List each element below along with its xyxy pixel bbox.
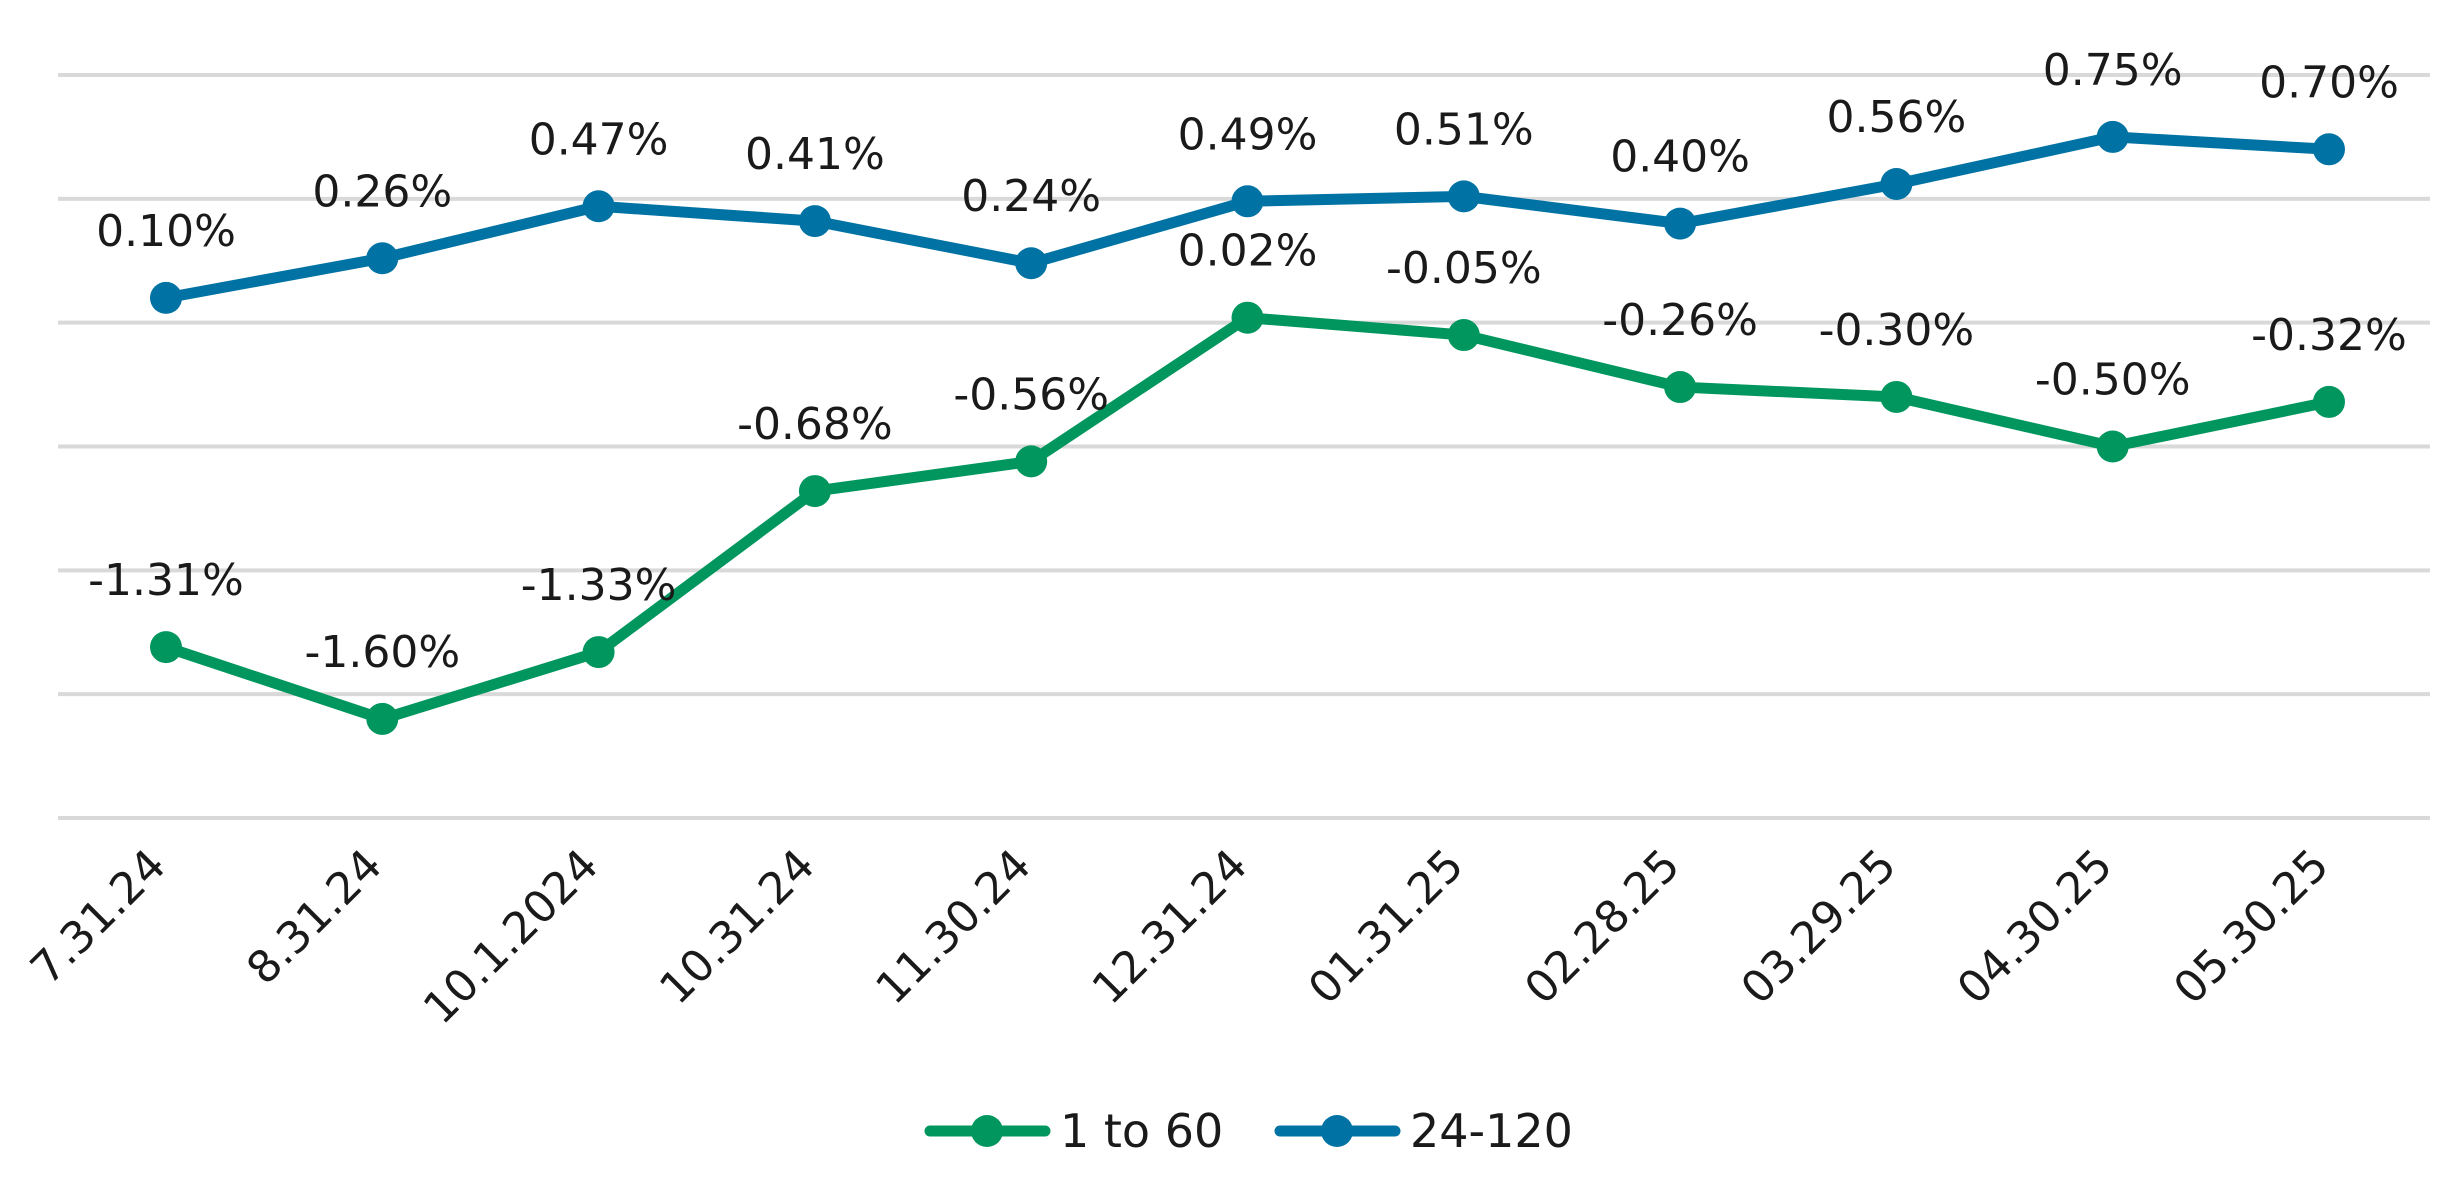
data-label: -1.60% [304,627,460,678]
data-label: 0.47% [529,114,669,165]
data-label: -0.32% [2251,310,2407,361]
data-label: -0.30% [1819,305,1975,356]
legend: 1 to 60 24-120 [924,1104,1573,1158]
data-labels: -1.31% -1.60% -1.33% -0.68% -0.56% 0.02% -0.05… [88,45,2407,678]
data-point [366,242,399,275]
data-point [1880,380,1913,413]
data-label: 0.02% [1178,226,1318,277]
x-tick-label: 8.31.24 [237,840,392,995]
data-label: -1.31% [88,555,244,606]
data-point [2313,133,2345,166]
data-point [582,636,615,669]
data-point [150,281,182,314]
legend-item: 24-120 [1274,1104,1573,1158]
data-point [798,205,831,238]
data-label: 0.51% [1394,104,1534,155]
data-label: 0.10% [96,206,236,257]
data-point [366,702,399,735]
data-point [1231,185,1264,218]
legend-marker [971,1115,1003,1147]
x-tick-label: 10.31.24 [650,840,825,1015]
data-point [1664,371,1697,404]
x-tick-label: 12.31.24 [1083,840,1258,1015]
x-tick-label: 10.1.2024 [414,840,608,1034]
data-point [2096,430,2129,463]
data-point [150,631,182,664]
data-point [798,475,831,508]
legend-label: 1 to 60 [1060,1104,1223,1158]
legend-item: 1 to 60 [924,1104,1223,1158]
data-label: -0.68% [737,399,893,450]
data-label: 0.56% [1827,92,1967,143]
data-label: 0.24% [961,171,1101,222]
x-tick-label: 04.30.25 [1948,840,2123,1015]
data-point [1447,319,1480,352]
data-label: -0.56% [953,369,1109,420]
data-label: -0.50% [2035,355,2191,406]
x-axis-tick-labels: 7.31.24 8.31.24 10.1.2024 10.31.24 11.30.24 1… [21,840,2339,1034]
x-tick-label: 7.31.24 [21,840,176,995]
x-tick-label: 01.31.25 [1299,840,1474,1015]
x-tick-label: 03.29.25 [1732,840,1907,1015]
data-label: -1.33% [521,560,677,611]
series-line [160,312,2335,725]
x-tick-label: 02.28.25 [1515,840,1690,1015]
data-label: 0.40% [1610,132,1750,183]
data-label: 0.70% [2259,57,2399,108]
data-point [1231,301,1264,334]
data-point [1015,445,1048,478]
data-point [582,190,615,223]
data-point [1880,167,1913,200]
data-label: -0.05% [1386,243,1542,294]
x-tick-label: 11.30.24 [866,840,1041,1015]
series-blue [150,120,2345,314]
legend-marker [1321,1115,1353,1147]
data-point [2313,385,2345,418]
data-label: 0.41% [745,129,885,180]
data-label: 0.26% [312,166,452,217]
data-point [1664,207,1697,240]
data-point [2096,120,2129,153]
data-label: 0.49% [1178,109,1318,160]
data-point [1015,247,1048,280]
data-label: -0.26% [1602,295,1758,346]
data-label: 0.75% [2043,45,2183,96]
legend-label: 24-120 [1410,1104,1573,1158]
series-green [150,301,2345,735]
series-layer [150,120,2345,735]
data-point [1447,180,1480,213]
x-tick-label: 05.30.25 [2164,840,2339,1015]
